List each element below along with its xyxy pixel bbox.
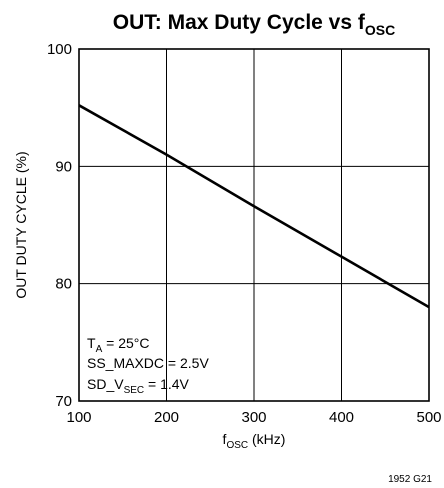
annotation-ss-maxdc: SS_MAXDC = 2.5V — [87, 355, 209, 371]
annotation-block: TA = 25°C SS_MAXDC = 2.5V SD_VSEC = 1.4V — [87, 335, 209, 396]
plot-frame — [78, 48, 430, 402]
x-tick-label: 200 — [154, 409, 179, 426]
figure-id: 1952 G21 — [388, 474, 432, 485]
y-tick-label: 90 — [55, 158, 72, 175]
y-tick-label: 70 — [55, 393, 72, 410]
y-axis-label: OUT DUTY CYCLE (%) — [13, 151, 29, 298]
chart-title: OUT: Max Duty Cycle vs fOSC — [113, 11, 395, 38]
y-tick-labels: 70 80 90 100 — [47, 41, 72, 410]
x-axis-label: fOSC (kHz) — [223, 431, 286, 451]
x-tick-label: 400 — [329, 409, 354, 426]
x-tick-label: 100 — [66, 409, 91, 426]
y-tick-label: 100 — [47, 41, 72, 58]
series-line — [78, 104, 430, 309]
annotation-sd-vsec: SD_VSEC = 1.4V — [87, 376, 190, 396]
annotation-temperature: TA = 25°C — [87, 335, 149, 355]
x-tick-labels: 100 200 300 400 500 — [66, 409, 441, 426]
x-tick-label: 500 — [416, 409, 441, 426]
x-tick-label: 300 — [241, 409, 266, 426]
y-tick-label: 80 — [55, 276, 72, 293]
grid — [79, 49, 429, 401]
